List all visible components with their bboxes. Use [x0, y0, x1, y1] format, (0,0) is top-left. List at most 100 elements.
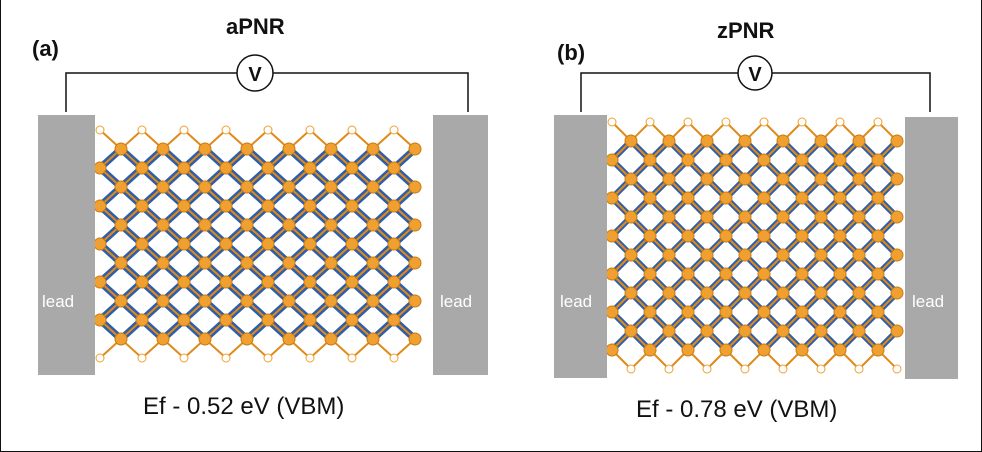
lead-right-a	[433, 115, 488, 375]
phosphorus-atom	[605, 229, 619, 243]
lead-label-left-a: lead	[42, 292, 75, 311]
phosphorus-atom	[324, 180, 338, 194]
lead-label-right-a: lead	[440, 292, 473, 311]
lead-label-right-b: lead	[912, 292, 945, 311]
phosphorus-atom	[114, 218, 128, 232]
phosphorus-atom	[719, 343, 733, 357]
phosphorus-atom	[135, 237, 149, 251]
phosphorus-atom	[219, 313, 233, 327]
phosphorus-atom	[387, 237, 401, 251]
phosphorus-atom	[662, 286, 676, 300]
hydrogen-atom	[664, 364, 674, 374]
phosphorus-atom	[662, 324, 676, 338]
phosphorus-atom	[114, 332, 128, 346]
phosphorus-atom	[303, 199, 317, 213]
phosphorus-atom	[738, 286, 752, 300]
phosphorus-atom	[776, 324, 790, 338]
phosphorus-atom	[282, 218, 296, 232]
phosphorus-atom	[738, 210, 752, 224]
phosphorus-atom	[681, 267, 695, 281]
hydrogen-atom	[305, 353, 315, 363]
phosphorus-atom	[852, 324, 866, 338]
phosphorus-atom	[814, 172, 828, 186]
phosphorus-atom	[624, 210, 638, 224]
phosphorus-atom	[605, 191, 619, 205]
phosphorus-atom	[303, 161, 317, 175]
panel-title-a: aPNR	[226, 14, 285, 39]
phosphorus-atom	[700, 210, 714, 224]
phosphorus-atom	[408, 218, 422, 232]
phosphorus-atom	[282, 332, 296, 346]
phosphorus-atom	[719, 153, 733, 167]
phosphorus-atom	[833, 343, 847, 357]
phosphorus-atom	[366, 294, 380, 308]
phosphorus-atom	[324, 294, 338, 308]
voltmeter-b: V	[737, 55, 773, 91]
phosphorus-atom	[757, 191, 771, 205]
hydrogen-atom	[389, 125, 399, 135]
panel-label-b: (b)	[557, 40, 586, 65]
phosphorus-atom	[198, 180, 212, 194]
hydrogen-atom	[892, 364, 902, 374]
panel-title-b: zPNR	[717, 18, 775, 43]
phosphorus-atom	[261, 199, 275, 213]
phosphorus-atom	[624, 172, 638, 186]
phosphorus-atom	[408, 180, 422, 194]
phosphorus-atom	[757, 153, 771, 167]
circuit-wire-b	[580, 72, 931, 112]
phosphorus-atom	[890, 248, 904, 262]
phosphorus-atom	[387, 161, 401, 175]
phosphorus-atom	[282, 256, 296, 270]
phosphorus-atom	[366, 142, 380, 156]
phosphorus-atom	[240, 294, 254, 308]
phosphorus-atom	[408, 256, 422, 270]
phosphorus-atom	[814, 286, 828, 300]
phosphorus-atom	[345, 161, 359, 175]
phosphorus-atom	[261, 313, 275, 327]
voltmeter-symbol-b: V	[748, 64, 762, 86]
phosphorus-atom	[814, 248, 828, 262]
hydrogen-atom	[816, 364, 826, 374]
lattice-b	[605, 117, 904, 374]
phosphorus-atom	[156, 256, 170, 270]
phosphorus-atom	[795, 305, 809, 319]
phosphorus-atom	[719, 191, 733, 205]
phosphorus-atom	[681, 191, 695, 205]
phosphorus-atom	[324, 218, 338, 232]
phosphorus-atom	[177, 313, 191, 327]
phosphorus-atom	[624, 324, 638, 338]
hydrogen-atom	[873, 117, 883, 127]
phosphorus-atom	[324, 256, 338, 270]
hydrogen-atom	[778, 364, 788, 374]
phosphorus-atom	[871, 229, 885, 243]
hydrogen-atom	[389, 353, 399, 363]
phosphorus-atom	[240, 142, 254, 156]
phosphorus-atom	[833, 267, 847, 281]
phosphorus-atom	[156, 180, 170, 194]
phosphorus-atom	[366, 218, 380, 232]
phosphorus-atom	[605, 343, 619, 357]
phosphorus-atom	[624, 286, 638, 300]
atoms	[605, 117, 904, 374]
phosphorus-atom	[93, 237, 107, 251]
phosphorus-atom	[135, 199, 149, 213]
phosphorus-atom	[219, 161, 233, 175]
phosphorus-atom	[700, 286, 714, 300]
phosphorus-atom	[605, 305, 619, 319]
phosphorus-atom	[643, 191, 657, 205]
phosphorus-atom	[156, 218, 170, 232]
phosphorus-atom	[605, 153, 619, 167]
hydrogen-atom	[347, 125, 357, 135]
phosphorus-atom	[219, 237, 233, 251]
phosphorus-atom	[135, 275, 149, 289]
phosphorus-atom	[890, 172, 904, 186]
circuit-wire-a	[65, 72, 469, 112]
hydrogen-atom	[263, 125, 273, 135]
lead-right-b	[905, 117, 958, 379]
hydrogen-atom	[95, 125, 105, 135]
voltmeter-a: V	[236, 54, 274, 92]
phosphorus-atom	[135, 161, 149, 175]
phosphorus-atom	[240, 332, 254, 346]
phosphorus-atom	[156, 294, 170, 308]
hydrogen-atom	[221, 353, 231, 363]
